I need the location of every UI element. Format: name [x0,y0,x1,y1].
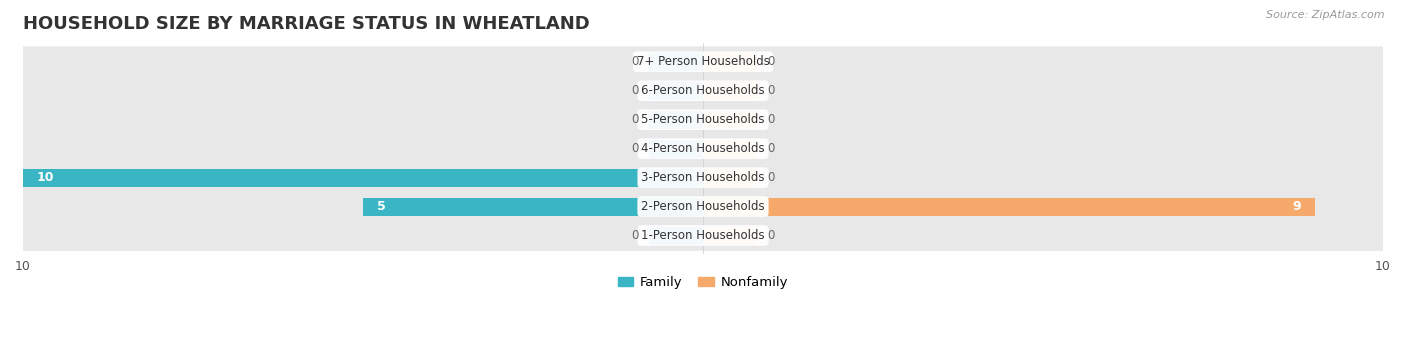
Bar [703,226,758,244]
Text: 1-Person Households: 1-Person Households [641,229,765,242]
Bar [648,111,703,129]
Text: 0: 0 [768,229,775,242]
Text: Source: ZipAtlas.com: Source: ZipAtlas.com [1267,10,1385,20]
Text: 0: 0 [631,84,638,97]
Text: 0: 0 [631,113,638,126]
FancyBboxPatch shape [10,104,1396,135]
FancyBboxPatch shape [10,46,1396,77]
Text: HOUSEHOLD SIZE BY MARRIAGE STATUS IN WHEATLAND: HOUSEHOLD SIZE BY MARRIAGE STATUS IN WHE… [22,15,589,33]
Text: 10: 10 [37,171,53,184]
Text: 0: 0 [768,142,775,155]
FancyBboxPatch shape [10,162,1396,193]
Text: 0: 0 [768,55,775,68]
Text: 0: 0 [768,171,775,184]
FancyBboxPatch shape [10,191,1396,222]
Text: 6-Person Households: 6-Person Households [641,84,765,97]
Bar [22,168,703,187]
Bar [363,197,703,216]
Text: 0: 0 [768,113,775,126]
FancyBboxPatch shape [10,75,1396,106]
Legend: Family, Nonfamily: Family, Nonfamily [612,271,794,294]
Text: 5: 5 [377,200,385,213]
Text: 2-Person Households: 2-Person Households [641,200,765,213]
Text: 0: 0 [768,84,775,97]
Bar [703,111,758,129]
Bar [703,140,758,158]
Bar [703,197,1315,216]
FancyBboxPatch shape [10,220,1396,251]
FancyBboxPatch shape [10,133,1396,164]
Text: 0: 0 [631,142,638,155]
Bar [703,53,758,71]
Text: 4-Person Households: 4-Person Households [641,142,765,155]
Text: 3-Person Households: 3-Person Households [641,171,765,184]
Bar [648,82,703,100]
Bar [648,226,703,244]
Text: 5-Person Households: 5-Person Households [641,113,765,126]
Bar [703,168,758,187]
Bar [648,53,703,71]
Text: 7+ Person Households: 7+ Person Households [637,55,769,68]
Text: 0: 0 [631,229,638,242]
Bar [648,140,703,158]
Bar [703,82,758,100]
Text: 9: 9 [1294,200,1302,213]
Text: 0: 0 [631,55,638,68]
